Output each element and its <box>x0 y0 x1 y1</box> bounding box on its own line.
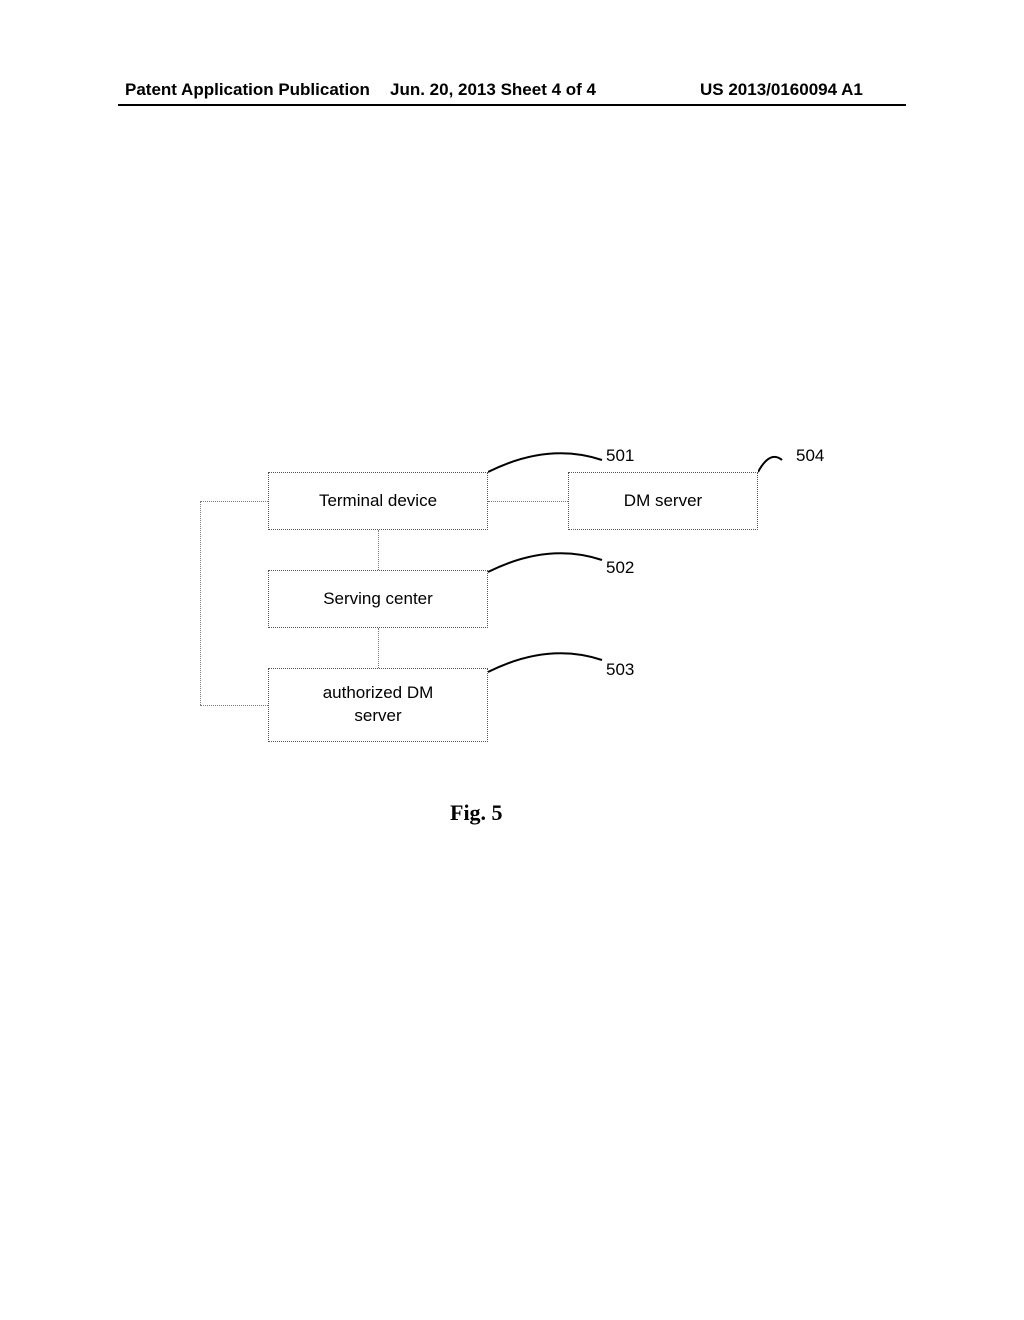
leadline-503 <box>488 648 608 678</box>
edge-terminal-to-dmserver <box>488 501 568 502</box>
figure-5-diagram: Terminal device DM server Serving center… <box>0 0 1024 1320</box>
ref-502: 502 <box>606 558 634 578</box>
leadline-504 <box>758 448 796 478</box>
node-dm-server: DM server <box>568 472 758 530</box>
edge-loop-top <box>200 501 268 502</box>
edge-loop-vertical <box>200 501 201 705</box>
node-serving-center: Serving center <box>268 570 488 628</box>
node-label: Terminal device <box>319 490 437 513</box>
leadline-501 <box>488 448 608 478</box>
ref-501: 501 <box>606 446 634 466</box>
edge-terminal-to-serving <box>378 530 379 570</box>
edge-loop-bottom <box>200 705 268 706</box>
ref-504: 504 <box>796 446 824 466</box>
node-label: Serving center <box>323 588 433 611</box>
edge-serving-to-authdm <box>378 628 379 668</box>
ref-503: 503 <box>606 660 634 680</box>
leadline-502 <box>488 548 608 578</box>
node-authorized-dm-server: authorized DM server <box>268 668 488 742</box>
node-label: DM server <box>624 490 702 513</box>
figure-caption: Fig. 5 <box>450 800 503 826</box>
node-label: authorized DM server <box>323 682 434 728</box>
node-terminal-device: Terminal device <box>268 472 488 530</box>
